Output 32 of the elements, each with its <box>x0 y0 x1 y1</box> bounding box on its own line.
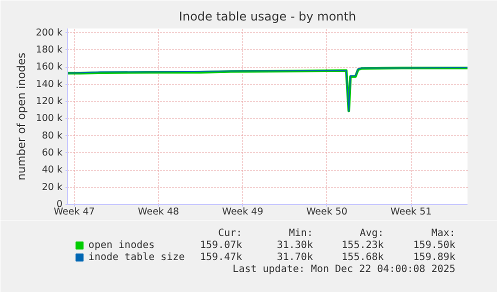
y-tick-label: 180 k <box>36 44 63 56</box>
text: 155.68k <box>342 252 384 263</box>
text: Max: <box>431 228 456 239</box>
chart-title: Inode table usage - by month <box>178 10 356 24</box>
x-tick-label: Week 48 <box>138 206 180 218</box>
text: Cur: <box>218 228 242 239</box>
text: Last update: Mon Dec 22 04:00:08 2025 <box>232 264 456 275</box>
text: 31.70k <box>276 252 313 263</box>
text: Min: <box>288 228 313 239</box>
y-tick-label: 120 k <box>36 96 63 107</box>
text: 155.23k <box>342 240 384 251</box>
text: 159.07k <box>200 240 242 251</box>
text: Avg: <box>360 228 384 239</box>
legend-label: open inodes <box>88 240 155 251</box>
x-tick-label: Week 47 <box>54 206 95 218</box>
y-tick-label: 140 k <box>36 78 63 90</box>
x-tick-label: Week 49 <box>222 206 264 218</box>
x-tick-label: Week 50 <box>306 206 348 218</box>
y-tick-label: 100 k <box>36 113 63 124</box>
y-tick-label: 40 k <box>42 164 63 176</box>
text: 159.47k <box>200 252 242 263</box>
text: 31.30k <box>276 240 313 251</box>
legend-label: inode table size <box>88 252 185 263</box>
y-axis-title: number of open inodes <box>14 52 28 180</box>
y-tick-label: 200 k <box>36 27 63 38</box>
y-tick-label: 160 k <box>36 62 63 73</box>
text: 159.50k <box>413 240 456 251</box>
y-tick-label: 20 k <box>42 182 63 193</box>
text: 159.89k <box>413 252 456 263</box>
y-tick-label: 60 k <box>42 147 63 158</box>
y-tick-label: 80 k <box>42 130 63 142</box>
x-tick-label: Week 51 <box>390 206 432 218</box>
